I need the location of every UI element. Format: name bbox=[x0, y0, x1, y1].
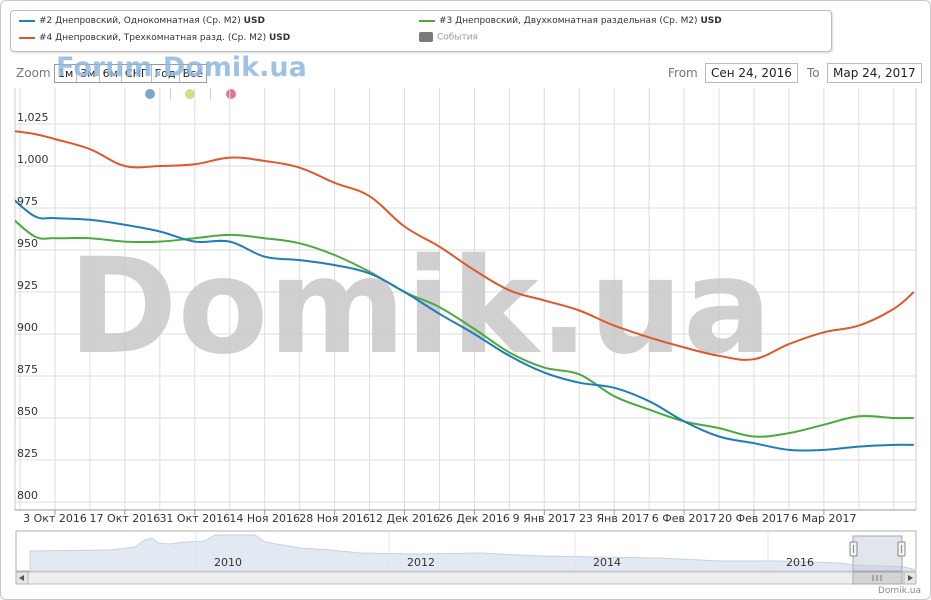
navigator-year-labels: 2010 2012 2014 2016 bbox=[195, 531, 814, 571]
y-tick-label: 975 bbox=[17, 195, 38, 208]
y-tick-label: 825 bbox=[17, 447, 38, 460]
x-tick-label: 20 Фев 2017 bbox=[718, 512, 790, 525]
zoom-label: Zoom bbox=[16, 66, 51, 80]
scroll-left-arrow-icon bbox=[19, 575, 24, 581]
scroll-right-arrow-icon bbox=[908, 575, 913, 581]
x-tick-label: 28 Ноя 2016 bbox=[299, 512, 370, 525]
to-label: To bbox=[807, 66, 820, 80]
zoom-3m-button[interactable]: 3м bbox=[77, 65, 100, 82]
yellow-dot-icon[interactable] bbox=[185, 89, 195, 99]
legend-item-series-3[interactable]: #3 Днепровский, Двухкомнатная раздельная… bbox=[419, 16, 722, 26]
zoom-ytd-button[interactable]: СНГ bbox=[122, 65, 152, 82]
legend-swatch bbox=[419, 19, 435, 22]
legend-label: #2 Днепровский, Однокомнатная (Ср. M2) bbox=[39, 16, 241, 26]
zoom-all-button[interactable]: Всё bbox=[182, 67, 203, 80]
legend-swatch bbox=[19, 19, 35, 22]
navigator-year-label: 2016 bbox=[786, 556, 814, 569]
y-tick-label: 900 bbox=[17, 321, 38, 334]
navigator-year-label: 2014 bbox=[593, 556, 621, 569]
legend-item-events[interactable]: События bbox=[419, 32, 478, 43]
scrollbar[interactable] bbox=[15, 571, 917, 585]
x-tick-label: 12 Дек 2016 bbox=[369, 512, 440, 525]
x-tick-label: 3 Окт 2016 bbox=[23, 512, 87, 525]
x-tick-label: 26 Дек 2016 bbox=[439, 512, 510, 525]
series-line-1 bbox=[15, 199, 914, 452]
y-tick-label: 875 bbox=[17, 363, 38, 376]
x-tick-label: 6 Фев 2017 bbox=[652, 512, 717, 525]
navigator-selection[interactable] bbox=[852, 535, 903, 572]
y-tick-label: 850 bbox=[17, 405, 38, 418]
series-lines bbox=[15, 130, 915, 452]
series-line-2 bbox=[15, 219, 914, 438]
y-tick-label: 1,025 bbox=[17, 111, 49, 124]
legend-label: #4 Днепровский, Трехкомнатная разд. (Ср.… bbox=[39, 33, 267, 43]
legend-label: События bbox=[437, 32, 478, 43]
from-date-input[interactable]: Сен 24, 2016 bbox=[705, 63, 798, 83]
legend-unit: USD bbox=[268, 33, 291, 43]
y-tick-label: 925 bbox=[17, 279, 38, 292]
y-axis: 800 825 850 875 900 925 950 975 1,000 1,025 bbox=[17, 111, 49, 502]
divider bbox=[170, 88, 171, 100]
pink-dot-icon[interactable] bbox=[226, 89, 236, 99]
legend-item-series-2[interactable]: #2 Днепровский, Однокомнатная (Ср. M2) U… bbox=[19, 16, 265, 26]
blue-dot-icon[interactable] bbox=[145, 89, 155, 99]
from-label: From bbox=[668, 66, 698, 80]
y-tick-label: 950 bbox=[17, 237, 38, 250]
zoom-button-group: 1м 3м 6м СНГ Год Всё bbox=[54, 64, 207, 83]
navigator-year-label: 2010 bbox=[214, 556, 242, 569]
zoom-1y-button[interactable]: Год bbox=[152, 65, 180, 82]
credit-link[interactable]: Domik.ua bbox=[878, 586, 921, 596]
navigator-year-label: 2012 bbox=[407, 556, 435, 569]
events-swatch bbox=[419, 32, 433, 42]
chart-legend: #2 Днепровский, Однокомнатная (Ср. M2) U… bbox=[10, 10, 832, 52]
legend-item-series-4[interactable]: #4 Днепровский, Трехкомнатная разд. (Ср.… bbox=[19, 33, 290, 43]
domik-watermark: Domik.ua bbox=[68, 230, 772, 384]
grid-lines bbox=[14, 88, 917, 510]
x-tick-label: 23 Янв 2017 bbox=[579, 512, 649, 525]
legend-unit: USD bbox=[700, 16, 722, 26]
to-date-input[interactable]: Мар 24, 2017 bbox=[827, 63, 922, 83]
zoom-1m-button[interactable]: 1м bbox=[55, 65, 78, 82]
x-tick-label: 14 Ноя 2016 bbox=[229, 512, 300, 525]
series-line-3 bbox=[15, 130, 915, 361]
navigator-series-area bbox=[29, 534, 917, 572]
x-tick-label: 6 Мар 2017 bbox=[791, 512, 856, 525]
scrollbar-grip-icon bbox=[872, 575, 882, 581]
scrollbar-track[interactable] bbox=[15, 571, 917, 585]
divider bbox=[210, 88, 211, 100]
x-tick-label: 17 Окт 2016 bbox=[90, 512, 161, 525]
x-axis: 3 Окт 2016 17 Окт 2016 31 Окт 2016 14 Ноя 2… bbox=[15, 509, 916, 525]
legend-swatch bbox=[19, 36, 35, 39]
navigator[interactable]: 2010 2012 2014 2016 bbox=[15, 530, 917, 572]
y-tick-label: 1,000 bbox=[17, 153, 49, 166]
x-tick-label: 9 Янв 2017 bbox=[513, 512, 576, 525]
y-tick-label: 800 bbox=[17, 489, 38, 502]
legend-unit: USD bbox=[243, 16, 265, 26]
x-tick-label: 31 Окт 2016 bbox=[159, 512, 230, 525]
legend-label: #3 Днепровский, Двухкомнатная раздельная… bbox=[439, 16, 698, 26]
zoom-6m-button[interactable]: 6м bbox=[100, 65, 122, 82]
